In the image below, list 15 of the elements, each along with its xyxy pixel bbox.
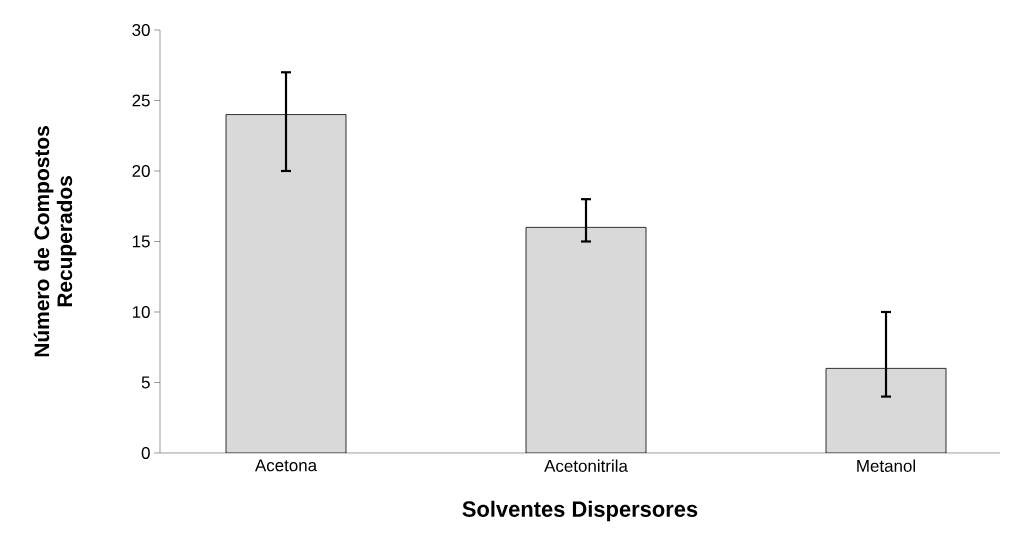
x-axis-title: Solventes Dispersores <box>462 500 698 522</box>
bar <box>825 367 947 453</box>
y-tick-label: 30 <box>132 23 150 36</box>
x-tick-label: Acetonitrila <box>544 459 628 472</box>
y-tick-label: 0 <box>141 446 150 459</box>
bar <box>525 226 647 453</box>
y-tick-label: 10 <box>132 305 150 318</box>
bar <box>225 114 347 453</box>
x-tick-label: Metanol <box>857 459 915 472</box>
y-tick-label: 5 <box>141 376 150 389</box>
y-tick-label: 15 <box>132 235 150 248</box>
y-tick-label: 20 <box>132 164 150 177</box>
y-axis-title: Número de Compostos Recuperados <box>33 126 77 357</box>
x-tick-label: Acetona <box>254 459 318 472</box>
y-tick-label: 25 <box>132 94 150 107</box>
